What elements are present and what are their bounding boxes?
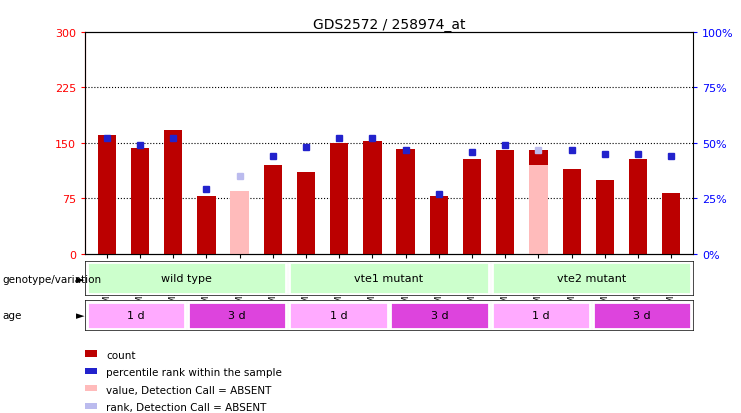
Bar <box>629 160 647 254</box>
Bar <box>289 302 388 329</box>
Text: percentile rank within the sample: percentile rank within the sample <box>106 367 282 377</box>
Text: 3 d: 3 d <box>431 311 448 320</box>
Bar <box>562 169 581 254</box>
Bar <box>491 302 591 329</box>
Text: vte1 mutant: vte1 mutant <box>354 273 424 283</box>
Text: value, Detection Call = ABSENT: value, Detection Call = ABSENT <box>106 385 271 395</box>
Bar <box>289 263 489 294</box>
Text: 3 d: 3 d <box>634 311 651 320</box>
Bar <box>430 197 448 254</box>
Bar <box>264 166 282 254</box>
Bar <box>391 302 489 329</box>
Bar <box>491 263 691 294</box>
Bar <box>396 150 415 254</box>
Bar <box>87 263 287 294</box>
Bar <box>98 136 116 254</box>
Text: vte2 mutant: vte2 mutant <box>557 273 626 283</box>
Bar <box>187 302 287 329</box>
Bar <box>164 130 182 254</box>
Bar <box>596 180 614 254</box>
Text: age: age <box>2 311 21 320</box>
Title: GDS2572 / 258974_at: GDS2572 / 258974_at <box>313 18 465 32</box>
Bar <box>529 166 548 254</box>
Text: 3 d: 3 d <box>228 311 246 320</box>
Text: count: count <box>106 350 136 360</box>
Bar <box>662 194 680 254</box>
Bar <box>529 151 548 254</box>
Bar <box>87 302 185 329</box>
Text: genotype/variation: genotype/variation <box>2 274 102 284</box>
Bar <box>363 141 382 254</box>
Bar <box>463 160 481 254</box>
Bar <box>131 149 149 254</box>
Bar <box>496 151 514 254</box>
Bar <box>593 302 691 329</box>
Bar <box>330 143 348 254</box>
Text: 1 d: 1 d <box>330 311 348 320</box>
Bar <box>197 197 216 254</box>
Text: ►: ► <box>76 274 84 284</box>
Text: 1 d: 1 d <box>127 311 144 320</box>
Text: wild type: wild type <box>161 273 212 283</box>
Text: rank, Detection Call = ABSENT: rank, Detection Call = ABSENT <box>106 402 266 412</box>
Text: ►: ► <box>76 311 84 320</box>
Bar <box>297 173 315 254</box>
Bar <box>230 191 249 254</box>
Text: 1 d: 1 d <box>532 311 550 320</box>
